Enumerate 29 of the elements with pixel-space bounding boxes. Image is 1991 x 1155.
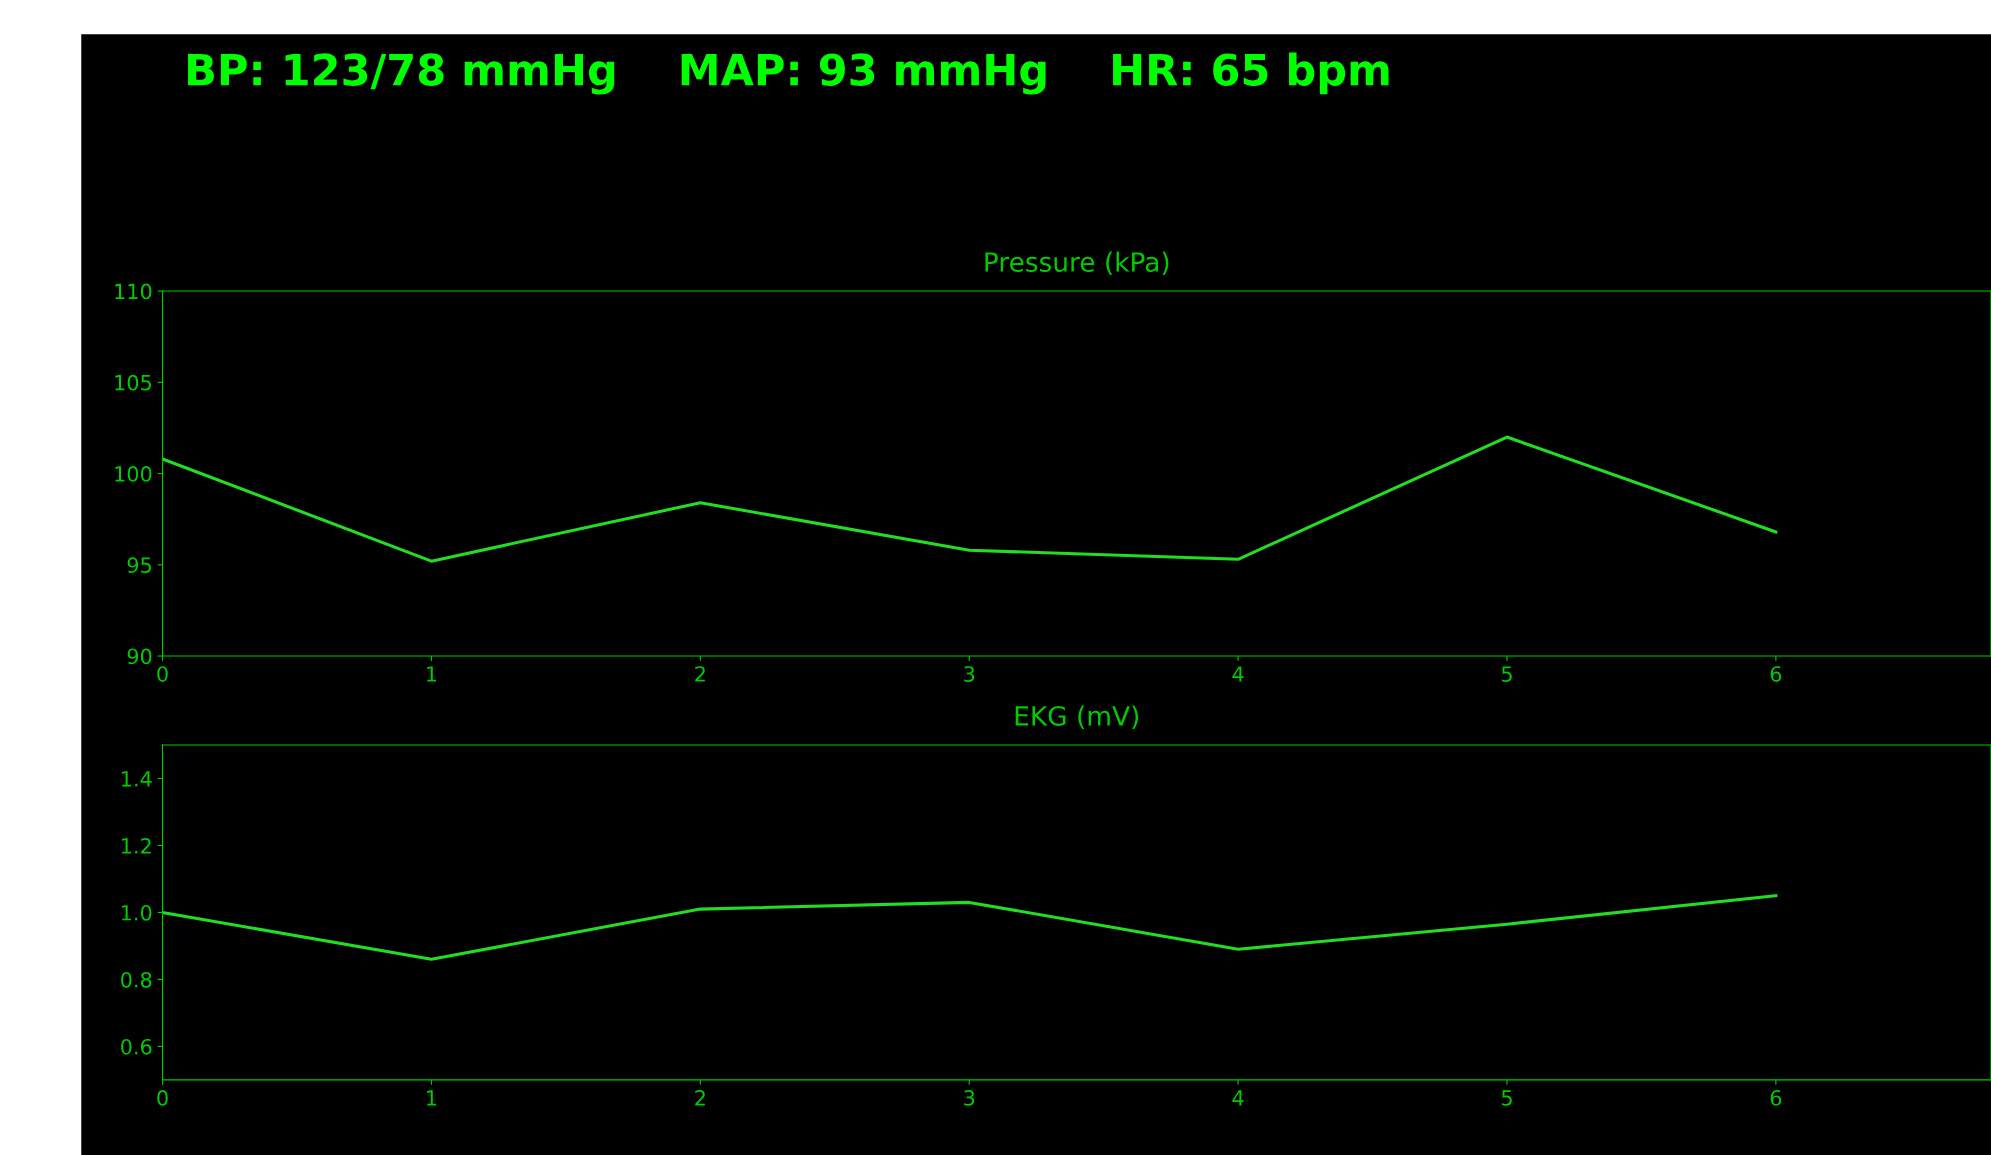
y-tick-label: 110	[115, 283, 152, 300]
y-tick-label: 0.8	[121, 971, 152, 988]
y-tick-label: 1.0	[121, 904, 152, 921]
x-tick-label: 2	[695, 1090, 705, 1106]
x-tick-label: 6	[1770, 666, 1782, 682]
y-tick-label: 100	[115, 466, 152, 482]
x-tick-label: 5	[1501, 666, 1512, 682]
x-tick-label: 1	[427, 1090, 437, 1106]
chart-title: EKG (mV)	[1015, 705, 1139, 730]
y-tick-label: 95	[127, 557, 151, 574]
chart-title: Pressure (kPa)	[985, 251, 1169, 276]
line-series	[162, 894, 1778, 961]
y-tick-label: 0.6	[121, 1038, 152, 1055]
x-tick-label: 0	[157, 666, 168, 682]
x-tick-label: 3	[964, 666, 975, 682]
x-tick-label: 2	[695, 666, 705, 682]
y-tick-label: 1.4	[121, 771, 152, 787]
y-tick-label: 105	[115, 374, 151, 391]
x-tick-label: 4	[1232, 1090, 1244, 1106]
x-tick-label: 1	[427, 666, 437, 682]
line-series	[162, 435, 1778, 563]
x-tick-label: 5	[1501, 1090, 1512, 1106]
x-tick-label: 4	[1232, 666, 1244, 682]
x-tick-label: 0	[157, 1090, 168, 1106]
x-tick-label: 3	[964, 1090, 975, 1106]
y-tick-label: 1.2	[121, 837, 151, 854]
text: BP: 123/78 mmHg MAP: 93 mmHg HR: 65 bpm	[188, 52, 1389, 95]
x-tick-label: 6	[1770, 1090, 1782, 1106]
y-tick-label: 90	[127, 648, 152, 665]
